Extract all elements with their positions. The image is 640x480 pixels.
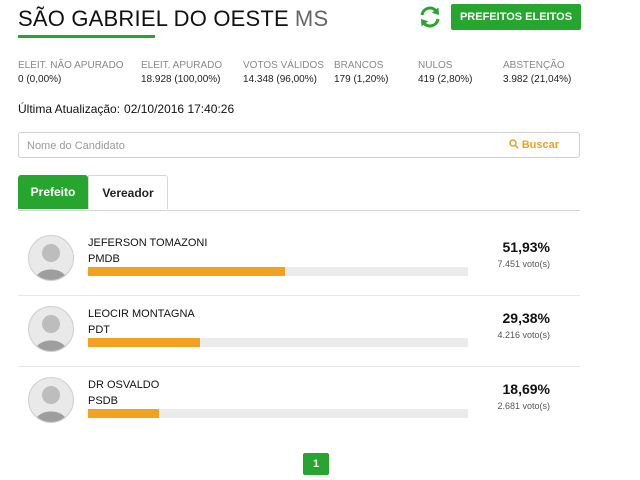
vote-bar-track bbox=[88, 409, 468, 418]
elected-mayors-button[interactable]: PREFEITOS ELEITOS bbox=[451, 4, 581, 30]
vote-percent: 18,69% bbox=[502, 381, 550, 397]
candidate-name: DR OSVALDO bbox=[88, 379, 160, 391]
stat-value: 419 (2,80%) bbox=[418, 74, 473, 85]
stat-value: 14.348 (96,00%) bbox=[243, 74, 317, 85]
stat-label: ABSTENÇÃO bbox=[503, 60, 565, 71]
state-code: MS bbox=[294, 6, 329, 31]
vote-bar-track bbox=[88, 338, 468, 347]
vote-count: 2.681 voto(s) bbox=[497, 401, 550, 411]
vote-bar-fill bbox=[88, 409, 160, 418]
refresh-icon[interactable] bbox=[418, 5, 442, 29]
stat-value: 3.982 (21,04%) bbox=[503, 74, 572, 85]
stat-value: 0 (0,00%) bbox=[18, 74, 62, 85]
candidate-party: PSDB bbox=[88, 395, 118, 407]
search-icon bbox=[508, 139, 519, 149]
candidate-party: PMDB bbox=[88, 253, 120, 265]
stat-blank: BRANCOS 179 (1,20%) bbox=[334, 60, 388, 86]
stat-valid-votes: VOTOS VÁLIDOS 14.348 (96,00%) bbox=[243, 60, 324, 86]
stat-label: VOTOS VÁLIDOS bbox=[243, 60, 324, 71]
page-header: SÃO GABRIEL DO OESTE MS bbox=[18, 6, 328, 32]
stat-label: NULOS bbox=[418, 60, 453, 71]
candidate-search: Buscar bbox=[18, 132, 580, 158]
stat-label: BRANCOS bbox=[334, 60, 384, 71]
avatar bbox=[28, 235, 74, 281]
tab-vereador[interactable]: Vereador bbox=[88, 175, 168, 209]
vote-count: 4.216 voto(s) bbox=[497, 330, 550, 340]
candidate-name: LEOCIR MONTAGNA bbox=[88, 308, 195, 320]
candidate-row: DR OSVALDO PSDB 18,69% 2.681 voto(s) bbox=[18, 367, 580, 437]
candidate-list: JEFERSON TOMAZONI PMDB 51,93% 7.451 voto… bbox=[18, 225, 580, 437]
stats-row: ELEIT. NÃO APURADO 0 (0,00%) ELEIT. APUR… bbox=[18, 60, 618, 90]
office-tabs: Prefeito Vereador bbox=[18, 175, 580, 211]
title-underline bbox=[18, 35, 155, 38]
candidate-row: JEFERSON TOMAZONI PMDB 51,93% 7.451 voto… bbox=[18, 225, 580, 296]
search-input[interactable] bbox=[25, 137, 469, 155]
avatar bbox=[28, 306, 74, 352]
candidate-party: PDT bbox=[88, 324, 110, 336]
last-update-label: Última Atualização: bbox=[18, 102, 121, 116]
vote-bar-track bbox=[88, 267, 468, 276]
stat-counted: ELEIT. APURADO 18.928 (100,00%) bbox=[141, 60, 222, 86]
search-button-label: Buscar bbox=[521, 139, 559, 151]
avatar bbox=[28, 377, 74, 423]
city-name: SÃO GABRIEL DO OESTE bbox=[18, 6, 289, 31]
candidate-row: LEOCIR MONTAGNA PDT 29,38% 4.216 voto(s) bbox=[18, 296, 580, 367]
candidate-name: JEFERSON TOMAZONI bbox=[88, 237, 208, 249]
page-title: SÃO GABRIEL DO OESTE MS bbox=[18, 6, 328, 32]
stat-not-counted: ELEIT. NÃO APURADO 0 (0,00%) bbox=[18, 60, 124, 86]
vote-percent: 29,38% bbox=[502, 310, 550, 326]
stat-abstention: ABSTENÇÃO 3.982 (21,04%) bbox=[503, 60, 571, 86]
search-button[interactable]: Buscar bbox=[508, 139, 559, 151]
vote-bar-fill bbox=[88, 338, 200, 347]
tab-prefeito[interactable]: Prefeito bbox=[18, 175, 88, 209]
stat-label: ELEIT. NÃO APURADO bbox=[18, 60, 124, 71]
stat-null: NULOS 419 (2,80%) bbox=[418, 60, 472, 86]
page-1-button[interactable]: 1 bbox=[303, 453, 329, 475]
vote-percent: 51,93% bbox=[502, 239, 550, 255]
last-update: Última Atualização: 02/10/2016 17:40:26 bbox=[18, 102, 234, 116]
vote-count: 7.451 voto(s) bbox=[497, 259, 550, 269]
stat-value: 18.928 (100,00%) bbox=[141, 74, 221, 85]
vote-bar-fill bbox=[88, 267, 286, 276]
stat-label: ELEIT. APURADO bbox=[141, 60, 223, 71]
stat-value: 179 (1,20%) bbox=[334, 74, 389, 85]
last-update-timestamp: 02/10/2016 17:40:26 bbox=[124, 102, 235, 116]
